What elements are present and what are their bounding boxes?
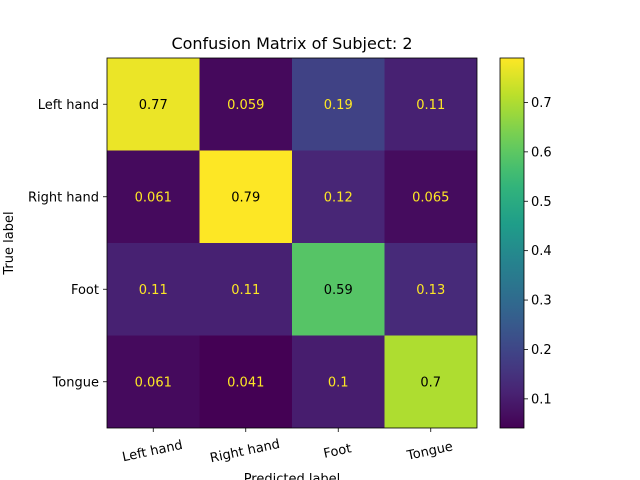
heatmap-cell	[384, 58, 477, 151]
heatmap-cell	[292, 150, 385, 243]
heatmap-cell	[199, 150, 292, 243]
heatmap-cells: 0.77 0.059 0.19 0.11 0.061 0.79 0.12 0.065 0.11 0…	[106, 57, 478, 429]
y-tick-label: Foot	[71, 283, 99, 298]
colorbar-gradient	[499, 57, 525, 429]
heatmap-cell	[292, 58, 385, 151]
heatmap-cell	[292, 243, 385, 336]
cell-value-label: 0.79	[231, 190, 260, 205]
cell-value-label: 0.7	[420, 375, 441, 390]
x-tick-label: Tongue	[405, 439, 455, 464]
heatmap-cell	[199, 243, 292, 336]
y-tick-label: Left hand	[38, 98, 99, 113]
plot-frame	[106, 57, 478, 429]
cell-value-label: 0.065	[412, 190, 449, 205]
x-axis-ticks: Left hand Right hand Foot Tongue	[121, 428, 454, 466]
colorbar-tick-label: 0.7	[531, 96, 552, 111]
x-axis-label: Predicted label	[244, 472, 341, 480]
heatmap-cell	[107, 243, 200, 336]
cell-value-label: 0.061	[135, 375, 172, 390]
heatmap-cell	[107, 150, 200, 243]
heatmap-cell	[199, 335, 292, 428]
cell-value-label: 0.061	[135, 190, 172, 205]
x-tick-label: Right hand	[209, 437, 282, 466]
y-tick-label: Right hand	[28, 190, 99, 205]
colorbar-tick-label: 0.1	[531, 392, 552, 407]
y-tick-label: Tongue	[52, 375, 99, 390]
cell-value-label: 0.12	[324, 190, 353, 205]
heatmap-cell	[384, 150, 477, 243]
colorbar-tick-label: 0.5	[531, 195, 552, 210]
colorbar-tick-label: 0.4	[531, 244, 552, 259]
cell-value-label: 0.041	[227, 375, 264, 390]
chart-title: Confusion Matrix of Subject: 2	[171, 34, 412, 53]
x-tick-label: Foot	[322, 441, 353, 462]
cell-value-label: 0.11	[416, 98, 445, 113]
colorbar: 0.1 0.2 0.3 0.4 0.5 0.6 0.7	[499, 57, 552, 429]
heatmap-cell	[107, 58, 200, 151]
colorbar-tick-label: 0.2	[531, 343, 552, 358]
cell-value-label: 0.59	[324, 283, 353, 298]
cell-value-label: 0.1	[328, 375, 349, 390]
cell-value-label: 0.13	[416, 283, 445, 298]
heatmap-cell	[199, 58, 292, 151]
heatmap-cell	[384, 243, 477, 336]
cell-value-label: 0.11	[139, 283, 168, 298]
y-axis-label: True label	[2, 211, 17, 275]
cell-value-label: 0.11	[231, 283, 260, 298]
heatmap-cell	[292, 335, 385, 428]
heatmap-cell	[107, 335, 200, 428]
colorbar-tick-label: 0.3	[531, 294, 552, 309]
y-axis-ticks: Left hand Right hand Foot Tongue	[28, 98, 107, 390]
x-tick-label: Left hand	[121, 438, 184, 465]
cell-value-label: 0.059	[227, 98, 264, 113]
colorbar-tick-label: 0.6	[531, 145, 552, 160]
heatmap-cell	[384, 335, 477, 428]
cell-value-label: 0.77	[139, 98, 168, 113]
cell-value-label: 0.19	[324, 98, 353, 113]
